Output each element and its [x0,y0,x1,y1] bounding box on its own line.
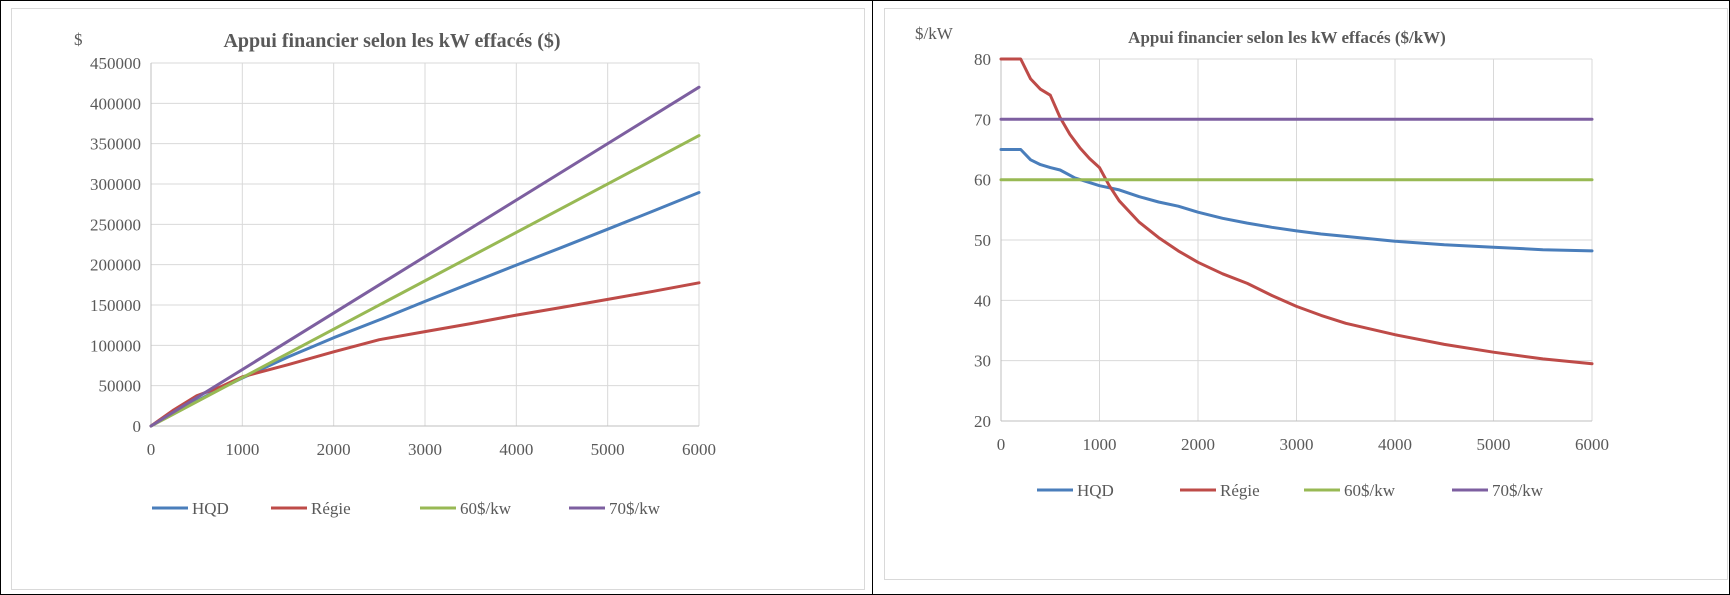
x-tick-label: 6000 [682,440,716,459]
x-tick-label: 3000 [1280,435,1314,454]
legend-label: 70$/kw [1492,481,1544,500]
x-tick-label: 4000 [499,440,533,459]
y-tick-label: 350000 [90,135,141,154]
series-line [999,57,1594,366]
x-tick-label: 3000 [408,440,442,459]
x-tick-label: 2000 [1181,435,1215,454]
table-cell-divider [872,0,873,595]
y-tick-label: 80 [974,50,991,69]
series-line [999,148,1594,253]
y-tick-label: 30 [974,352,991,371]
y-tick-label: 250000 [90,215,141,234]
chart-dollars-svg: 0 1000 2000 3000 4000 5000 6000 0 50000 100000 150… [74,30,716,518]
y-tick-label: 300000 [90,175,141,194]
series-line [149,134,701,428]
chart-dollars-per-kw: 0 1000 2000 3000 4000 5000 6000 20 30 40 50 60 70 80 … [884,8,1728,580]
chart-title: Appui financier selon les kW effacés ($/… [1128,28,1446,47]
x-tick-label: 5000 [1477,435,1511,454]
y-tick-label: 40 [974,291,991,310]
legend: HQD Régie 60$/kw 70$/kw [152,499,661,518]
y-tick-label: 50 [974,231,991,250]
legend-label: Régie [1220,481,1260,500]
y-axis-label: $/kW [915,24,954,43]
legend-label: HQD [192,499,229,518]
legend-label: HQD [1077,481,1114,500]
x-tick-label: 6000 [1575,435,1609,454]
legend-label: 60$/kw [1344,481,1396,500]
legend-label: Régie [311,499,351,518]
y-tick-label: 100000 [90,336,141,355]
y-tick-label: 20 [974,412,991,431]
x-tick-label: 0 [147,440,156,459]
y-tick-label: 50000 [99,377,142,396]
series-line [149,85,701,428]
y-tick-label: 400000 [90,94,141,113]
legend: HQD Régie 60$/kw 70$/kw [1037,481,1544,500]
y-tick-label: 450000 [90,54,141,73]
x-tick-label: 4000 [1378,435,1412,454]
y-tick-label: 150000 [90,296,141,315]
y-axis-label: $ [74,30,83,49]
x-tick-label: 5000 [591,440,625,459]
y-tick-label: 200000 [90,256,141,275]
x-tick-label: 1000 [1083,435,1117,454]
chart-title: Appui financier selon les kW effacés ($) [223,30,560,52]
y-tick-label: 0 [133,417,142,436]
chart-dollars-per-kw-svg: 0 1000 2000 3000 4000 5000 600020304050607080 … [915,24,1609,500]
legend-label: 60$/kw [460,499,512,518]
x-tick-label: 1000 [225,440,259,459]
chart-dollars: 0 1000 2000 3000 4000 5000 6000 0 50000 100000 150… [11,8,865,590]
x-tick-label: 2000 [317,440,351,459]
legend-label: 70$/kw [609,499,661,518]
y-tick-label: 70 [974,110,991,129]
y-tick-label: 60 [974,171,991,190]
x-tick-label: 0 [997,435,1006,454]
